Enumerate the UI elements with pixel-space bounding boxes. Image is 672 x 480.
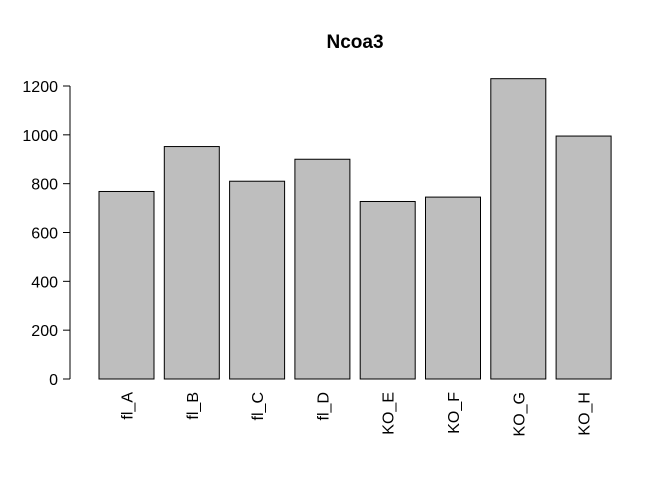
bar-fl_D bbox=[294, 158, 351, 380]
bar-fl_B bbox=[163, 146, 220, 380]
y-tick-label: 1000 bbox=[22, 128, 58, 145]
bar-KO_E bbox=[359, 200, 416, 380]
bar-KO_F bbox=[425, 196, 481, 380]
y-axis: 0 200 400 600 800 1000 1200 bbox=[22, 79, 71, 389]
bar-fl_C bbox=[229, 180, 286, 380]
x-tick-label-fl_B: fl_B bbox=[185, 392, 202, 420]
y-tick-label: 800 bbox=[31, 177, 58, 194]
x-tick-label-fl_D: fl_D bbox=[315, 392, 332, 420]
x-tick-label-KO_F: KO_F bbox=[446, 392, 463, 434]
y-tick-label: 600 bbox=[31, 226, 58, 243]
bars bbox=[98, 78, 612, 380]
y-tick-label: 400 bbox=[31, 274, 58, 291]
y-tick-label: 0 bbox=[49, 372, 58, 389]
y-tick-label: 200 bbox=[31, 323, 58, 340]
bar-KO_G bbox=[490, 78, 547, 380]
y-tick-label: 1200 bbox=[22, 79, 58, 96]
chart-title: Ncoa3 bbox=[326, 32, 383, 53]
x-tick-label-fl_C: fl_C bbox=[250, 392, 267, 420]
bar-fl_A bbox=[98, 190, 155, 380]
x-tick-label-KO_E: KO_E bbox=[381, 392, 398, 435]
x-tick-label-fl_A: fl_A bbox=[120, 392, 137, 420]
x-tick-label-KO_H: KO_H bbox=[577, 392, 594, 436]
x-axis-labels: fl_A fl_B fl_C fl_D KO_E KO_F KO_G KO_H bbox=[120, 392, 594, 437]
x-tick-label-KO_G: KO_G bbox=[511, 392, 528, 436]
bar-KO_H bbox=[555, 135, 612, 380]
